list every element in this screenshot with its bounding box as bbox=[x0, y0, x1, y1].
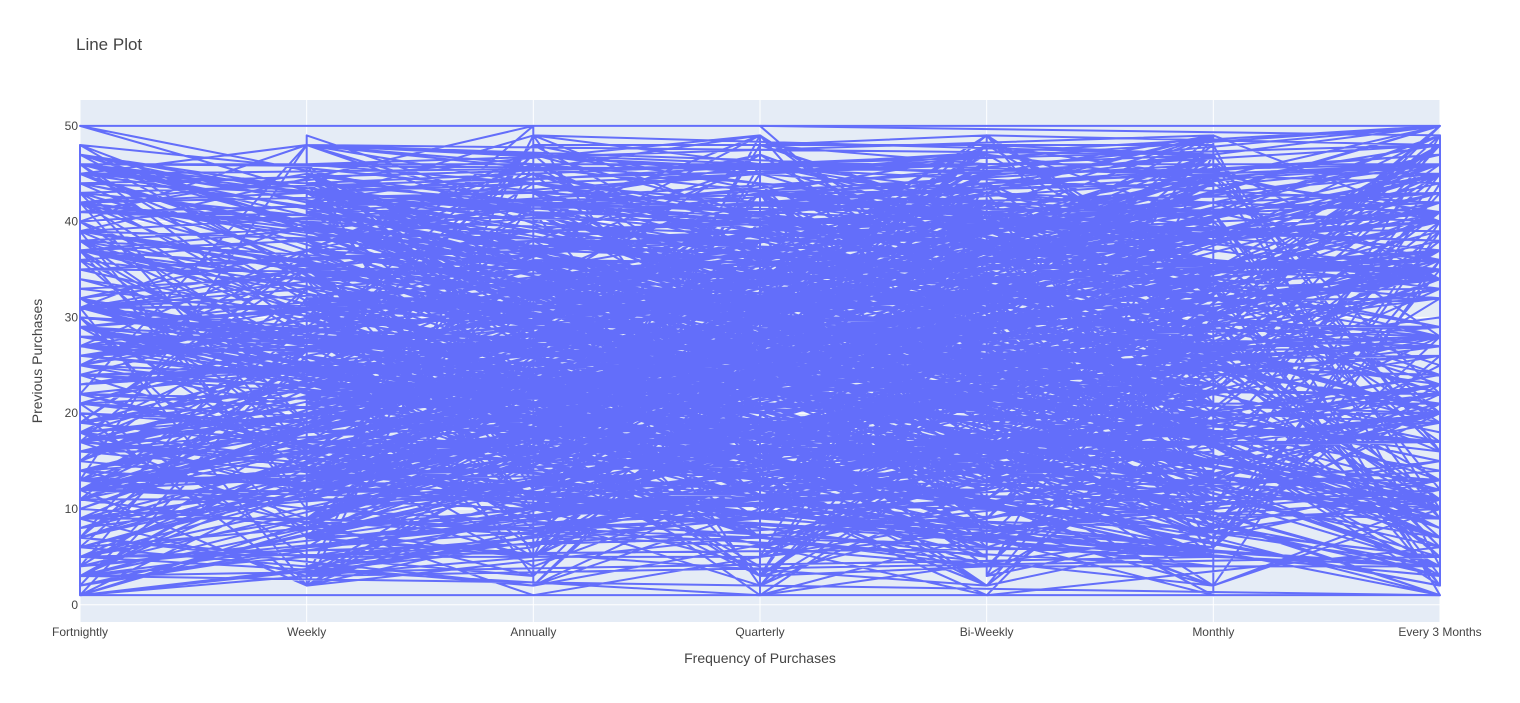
x-tick-label: Weekly bbox=[287, 625, 326, 639]
x-axis-title: Frequency of Purchases bbox=[684, 650, 836, 666]
x-tick-label: Monthly bbox=[1192, 625, 1234, 639]
x-tick-label: Annually bbox=[510, 625, 556, 639]
series-line bbox=[79, 124, 1441, 597]
x-tick-label: Fortnightly bbox=[52, 625, 108, 639]
y-tick-label: 30 bbox=[65, 310, 79, 324]
y-tick-label: 50 bbox=[65, 119, 79, 133]
tick-labels: Fortnightly Weekly Annually Quarterly Bi-Wee… bbox=[52, 119, 1482, 639]
x-tick-label: Every 3 Months bbox=[1398, 625, 1481, 639]
y-tick-label: 10 bbox=[65, 502, 79, 516]
y-tick-label: 20 bbox=[65, 406, 79, 420]
y-axis-title: Previous Purchases bbox=[29, 299, 45, 424]
data-series bbox=[79, 124, 1441, 597]
chart-title: Line Plot bbox=[76, 35, 142, 54]
y-tick-label: 40 bbox=[65, 215, 79, 229]
x-tick-label: Quarterly bbox=[735, 625, 784, 639]
y-tick-label: 0 bbox=[71, 598, 78, 612]
x-tick-label: Bi-Weekly bbox=[960, 625, 1014, 639]
